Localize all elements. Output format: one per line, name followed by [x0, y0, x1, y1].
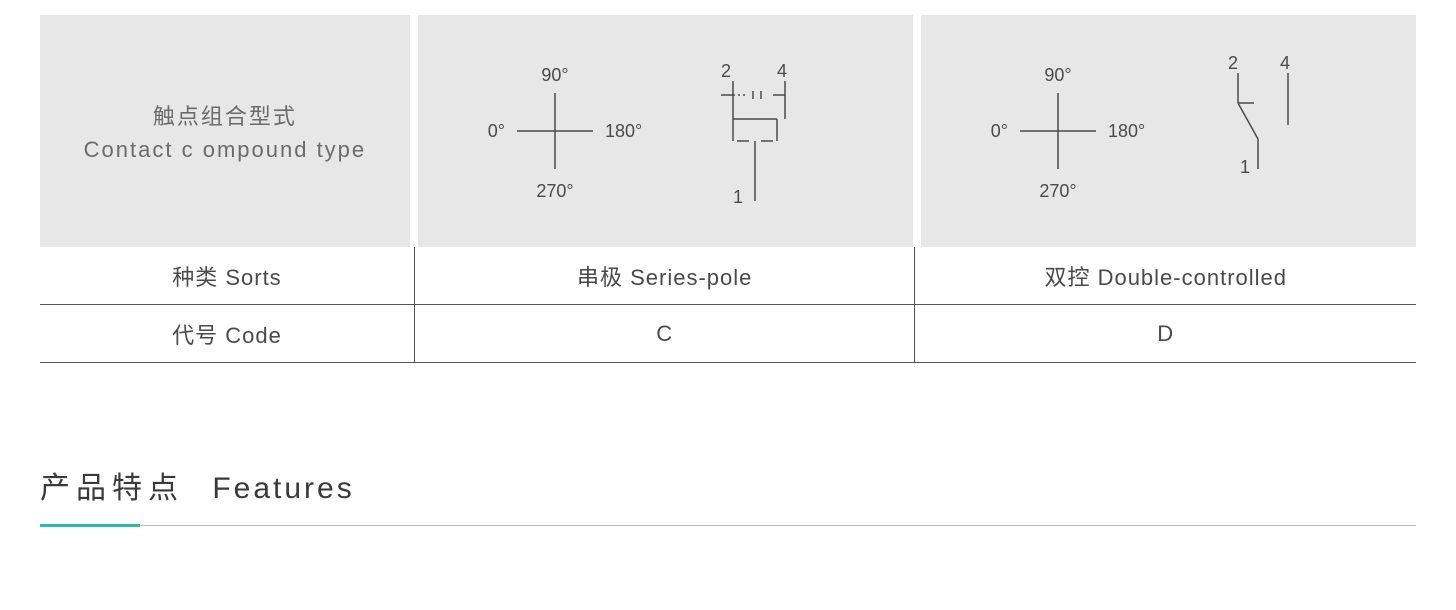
angle-right: 180°	[605, 121, 642, 141]
spec-table: 触点组合型式 Contact c ompound type 90° 0° 180…	[40, 15, 1416, 363]
table-row: 代号 Code C D	[40, 305, 1416, 363]
table-top-row: 触点组合型式 Contact c ompound type 90° 0° 180…	[40, 15, 1416, 247]
cell-code-label: 代号 Code	[40, 305, 415, 362]
section-heading: 产品特点 Features	[40, 463, 1416, 507]
sch2-label-4: 4	[1280, 53, 1290, 73]
double-diagram: 90° 0° 180° 270° 1 2	[938, 31, 1398, 231]
angle-top: 90°	[542, 65, 569, 85]
angle-left-2: 0°	[991, 121, 1008, 141]
table-data-rows: 种类 Sorts 串极 Series-pole 双控 Double-contro…	[40, 247, 1416, 363]
angle-bottom-2: 270°	[1040, 181, 1077, 201]
table-row: 种类 Sorts 串极 Series-pole 双控 Double-contro…	[40, 247, 1416, 305]
angle-top-2: 90°	[1045, 65, 1072, 85]
sch-label-4: 4	[777, 61, 787, 81]
sch2-label-2: 2	[1228, 53, 1238, 73]
cell-code-double: D	[915, 305, 1416, 362]
sch-label-1: 1	[733, 187, 743, 207]
heading-cn: 产品特点	[40, 472, 184, 505]
angle-bottom: 270°	[537, 181, 574, 201]
diagram-cell-series: 90° 0° 180° 270° 1	[418, 15, 913, 247]
header-label-cn: 触点组合型式	[153, 99, 297, 131]
sch-label-2: 2	[721, 61, 731, 81]
header-cell-label: 触点组合型式 Contact c ompound type	[40, 15, 410, 247]
angle-left: 0°	[488, 121, 505, 141]
cell-sorts-double: 双控 Double-controlled	[915, 247, 1416, 304]
sch2-label-1: 1	[1240, 157, 1250, 177]
heading-underline	[40, 525, 1416, 526]
diagram-cell-double: 90° 0° 180° 270° 1 2	[921, 15, 1416, 247]
header-label-en: Contact c ompound type	[84, 137, 366, 163]
cell-sorts-label: 种类 Sorts	[40, 247, 415, 304]
angle-right-2: 180°	[1108, 121, 1145, 141]
series-diagram: 90° 0° 180° 270° 1	[435, 31, 895, 231]
heading-en: Features	[212, 472, 354, 505]
cell-sorts-series: 串极 Series-pole	[415, 247, 916, 304]
cell-code-series: C	[415, 305, 916, 362]
